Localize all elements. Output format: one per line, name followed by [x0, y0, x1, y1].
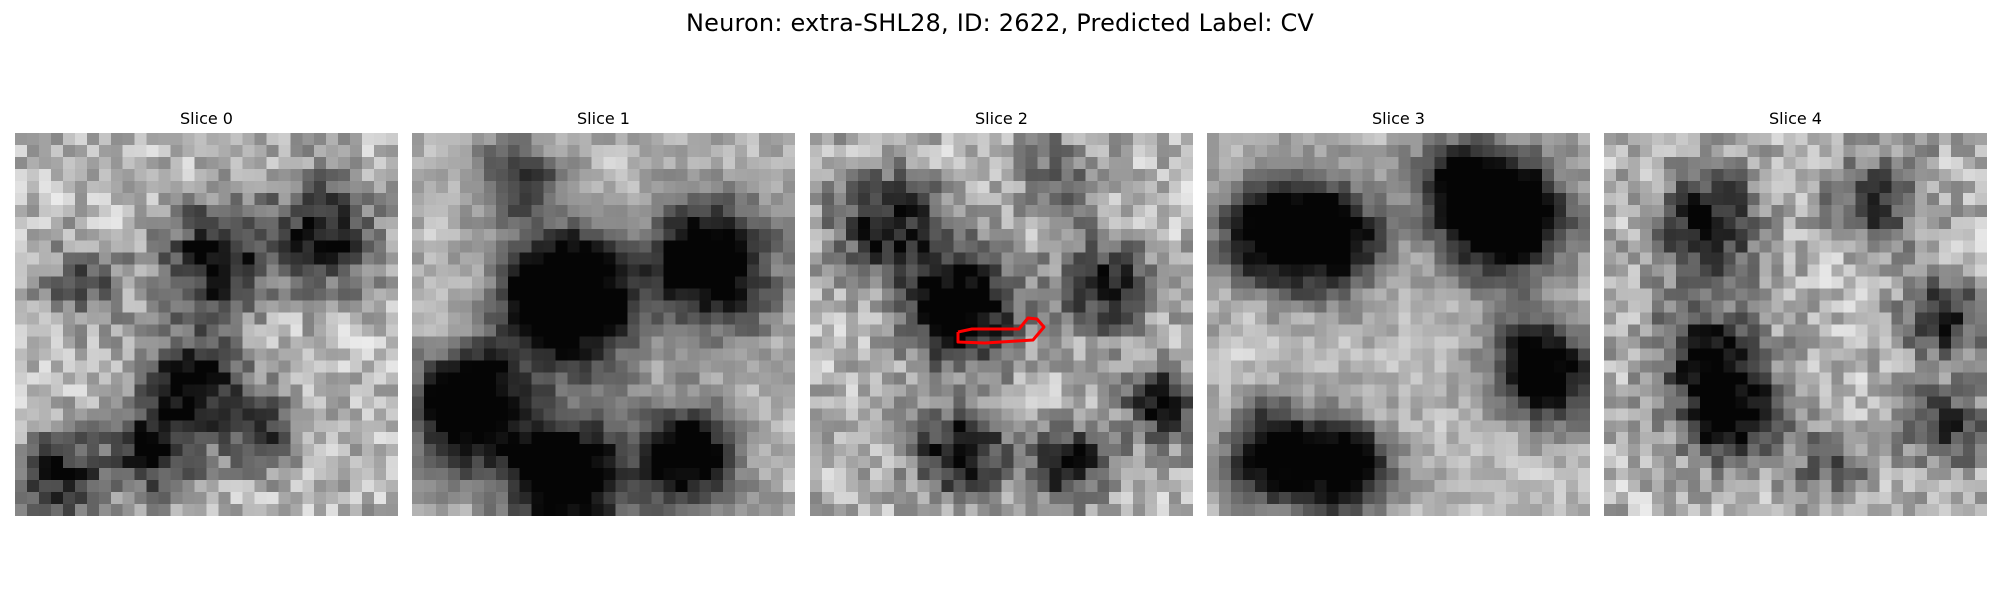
slice-panel-0: Slice 0: [15, 108, 398, 516]
slice-title-0: Slice 0: [15, 108, 398, 130]
slice-panel-3: Slice 3: [1207, 108, 1590, 516]
slice-panel-4: Slice 4: [1604, 108, 1987, 516]
grayscale-slice-1: [412, 133, 795, 516]
figure-title: Neuron: extra-SHL28, ID: 2622, Predicted…: [0, 6, 2000, 40]
slice-image-1: [412, 133, 795, 516]
grayscale-slice-3: [1207, 133, 1590, 516]
slice-image-4: [1604, 133, 1987, 516]
slice-image-3: [1207, 133, 1590, 516]
grayscale-slice-4: [1604, 133, 1987, 516]
slice-image-0: [15, 133, 398, 516]
slice-title-3: Slice 3: [1207, 108, 1590, 130]
slice-title-2: Slice 2: [810, 108, 1193, 130]
slice-panel-1: Slice 1: [412, 108, 795, 516]
slice-title-4: Slice 4: [1604, 108, 1987, 130]
grayscale-slice-0: [15, 133, 398, 516]
slice-image-2: [810, 133, 1193, 516]
roi-outline-overlay: [810, 133, 1193, 516]
slice-title-1: Slice 1: [412, 108, 795, 130]
slice-panel-2: Slice 2: [810, 108, 1193, 516]
roi-outline: [958, 318, 1044, 343]
